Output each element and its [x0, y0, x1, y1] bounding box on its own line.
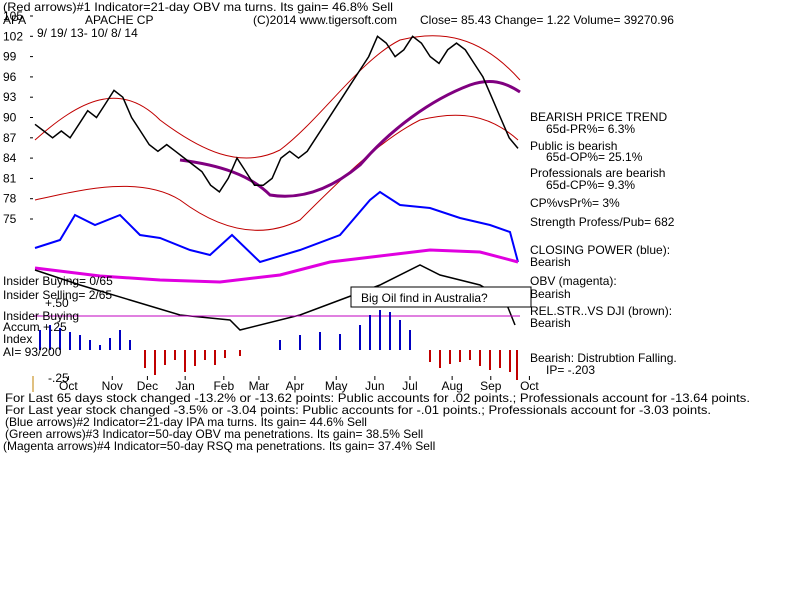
annotation: 65d-PR%= 6.3%	[546, 122, 635, 136]
y-tick-label: 87	[3, 131, 17, 145]
annotation: Bearish	[530, 255, 571, 269]
annotation: (Green arrows)#3 Indicator=50-day OBV ma…	[5, 427, 423, 441]
x-tick-label: Apr	[286, 379, 305, 393]
annotation: For Last year stock changed -3.5% or -3.…	[5, 403, 711, 417]
x-tick-label: Jun	[365, 379, 384, 393]
annotation: 9/ 19/ 13- 10/ 8/ 14	[37, 26, 138, 40]
annotation: +.50	[45, 296, 69, 310]
obv	[34, 248, 519, 284]
annotation: Index	[3, 332, 32, 346]
rel-strength	[34, 264, 516, 331]
y-tick-label: 81	[3, 171, 17, 185]
x-tick-label: May	[325, 379, 348, 393]
x-tick-label: Nov	[102, 379, 123, 393]
annotation: Accum +.25	[3, 320, 67, 334]
annotation: (Magenta arrows)#4 Indicator=50-day RSQ …	[3, 439, 435, 453]
lower-band	[34, 114, 519, 231]
y-tick-label: 84	[3, 151, 17, 165]
accum-positive	[39, 310, 411, 350]
annotation: Public is bearish	[530, 139, 617, 153]
annotation: Insider Selling= 2/65	[3, 288, 112, 302]
annotation: 65d-OP%= 25.1%	[546, 150, 643, 164]
accum-negative	[144, 350, 518, 380]
y-tick-label: 90	[3, 111, 17, 125]
annotation: (Red arrows)#1 Indicator=21-day OBV ma t…	[3, 0, 393, 14]
annotation: Strength Profess/Pub= 682	[530, 215, 675, 229]
x-tick-label: Aug	[441, 379, 462, 393]
annotation: CP%vsPr%= 3%	[530, 196, 620, 210]
x-tick-label: Oct	[59, 379, 78, 393]
annotation: CLOSING POWER (blue):	[530, 243, 670, 257]
annotation: Big Oil find in Australia?	[361, 291, 488, 305]
chart-title: APACHE CP	[85, 13, 153, 27]
annotation: APA	[3, 13, 26, 27]
annotation: AI= 93/200	[3, 345, 62, 359]
annotation: -.25	[48, 371, 69, 385]
x-tick-label: Jan	[175, 379, 194, 393]
annotation: OBV (magenta):	[530, 274, 617, 288]
annotation: BEARISH PRICE TREND	[530, 110, 667, 124]
annotation: Insider Buying	[3, 309, 79, 323]
annotation: (C)2014 www.tigersoft.com	[253, 13, 397, 27]
annotation: Bearish: Distrubtion Falling.	[530, 351, 677, 365]
annotation: Professionals are bearish	[530, 166, 665, 180]
y-tick-label: 102	[3, 29, 23, 43]
closing-power	[34, 190, 519, 264]
annotation: Bearish	[530, 287, 571, 301]
annotation: (Blue arrows)#2 Indicator=21-day IPA ma …	[5, 415, 367, 429]
x-tick-label: Mar	[249, 379, 270, 393]
annotation: 65d-CP%= 9.3%	[546, 178, 635, 192]
x-tick-label: Feb	[213, 379, 234, 393]
annotation-box	[350, 286, 532, 308]
upper-band	[34, 35, 521, 159]
y-tick-label: 75	[3, 212, 17, 226]
annotation: Bearish	[530, 316, 571, 330]
y-tick-label: 93	[3, 90, 17, 104]
indicators	[32, 35, 521, 392]
y-tick-label: 78	[3, 192, 17, 206]
y-tick-label: 105	[3, 9, 23, 23]
annotation: Close= 85.43 Change= 1.22 Volume= 39270.…	[420, 13, 674, 27]
annotation: REL.STR..VS DJI (brown):	[530, 304, 672, 318]
y-tick-label: 99	[3, 50, 17, 64]
x-tick-label: Dec	[137, 379, 158, 393]
annotation: IP= -.203	[546, 363, 595, 377]
x-tick-label: Jul	[402, 379, 417, 393]
annotation: Insider Buying= 0/65	[3, 274, 113, 288]
price-line	[34, 35, 519, 193]
y-tick-label: 96	[3, 70, 17, 84]
x-tick-label: Oct	[520, 379, 539, 393]
x-tick-label: Sep	[480, 379, 502, 393]
annotation: For Last 65 days stock changed -13.2% or…	[5, 391, 750, 405]
moving-average	[179, 80, 521, 198]
